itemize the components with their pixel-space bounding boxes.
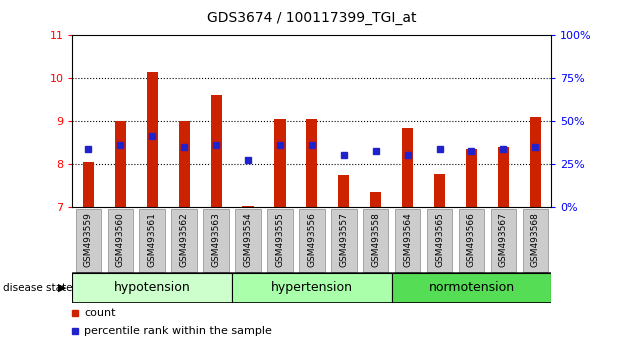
Bar — [115, 121, 126, 207]
Text: GSM493566: GSM493566 — [467, 212, 476, 267]
Text: GSM493567: GSM493567 — [499, 212, 508, 267]
Bar — [530, 117, 541, 207]
Text: GSM493564: GSM493564 — [403, 212, 412, 267]
Bar — [491, 209, 516, 272]
Text: hypertension: hypertension — [271, 281, 353, 294]
Text: normotension: normotension — [428, 281, 515, 294]
Text: GSM493558: GSM493558 — [371, 212, 380, 267]
Bar — [459, 209, 484, 272]
Text: GSM493557: GSM493557 — [340, 212, 348, 267]
Bar — [243, 206, 254, 207]
Bar — [171, 209, 197, 272]
Text: count: count — [84, 308, 116, 318]
Text: percentile rank within the sample: percentile rank within the sample — [84, 326, 272, 336]
Text: disease state: disease state — [3, 282, 72, 293]
Bar — [203, 209, 229, 272]
Text: GSM493562: GSM493562 — [180, 212, 188, 267]
Text: GSM493561: GSM493561 — [148, 212, 157, 267]
Bar — [395, 209, 420, 272]
Text: ▶: ▶ — [58, 282, 66, 293]
Bar — [402, 128, 413, 207]
Text: hypotension: hypotension — [114, 281, 191, 294]
Text: GSM493554: GSM493554 — [244, 212, 253, 267]
Text: GSM493563: GSM493563 — [212, 212, 220, 267]
Bar — [274, 119, 285, 207]
Bar — [299, 209, 324, 272]
Bar — [392, 273, 551, 303]
Bar — [72, 273, 232, 303]
Bar — [76, 209, 101, 272]
Bar — [147, 72, 158, 207]
Bar — [427, 209, 452, 272]
Text: GSM493555: GSM493555 — [275, 212, 284, 267]
Bar — [210, 96, 222, 207]
Text: GDS3674 / 100117399_TGI_at: GDS3674 / 100117399_TGI_at — [207, 11, 416, 25]
Text: GSM493565: GSM493565 — [435, 212, 444, 267]
Text: GSM493556: GSM493556 — [307, 212, 316, 267]
Bar — [83, 162, 94, 207]
Bar — [306, 119, 318, 207]
Bar — [232, 273, 392, 303]
Bar — [434, 173, 445, 207]
Bar — [522, 209, 548, 272]
Bar — [498, 147, 509, 207]
Bar — [338, 175, 350, 207]
Bar — [370, 192, 381, 207]
Bar — [331, 209, 357, 272]
Text: GSM493559: GSM493559 — [84, 212, 93, 267]
Bar — [466, 149, 477, 207]
Bar — [267, 209, 293, 272]
Bar — [235, 209, 261, 272]
Bar — [178, 121, 190, 207]
Bar — [139, 209, 165, 272]
Bar — [108, 209, 133, 272]
Text: GSM493568: GSM493568 — [531, 212, 540, 267]
Text: GSM493560: GSM493560 — [116, 212, 125, 267]
Bar — [363, 209, 389, 272]
